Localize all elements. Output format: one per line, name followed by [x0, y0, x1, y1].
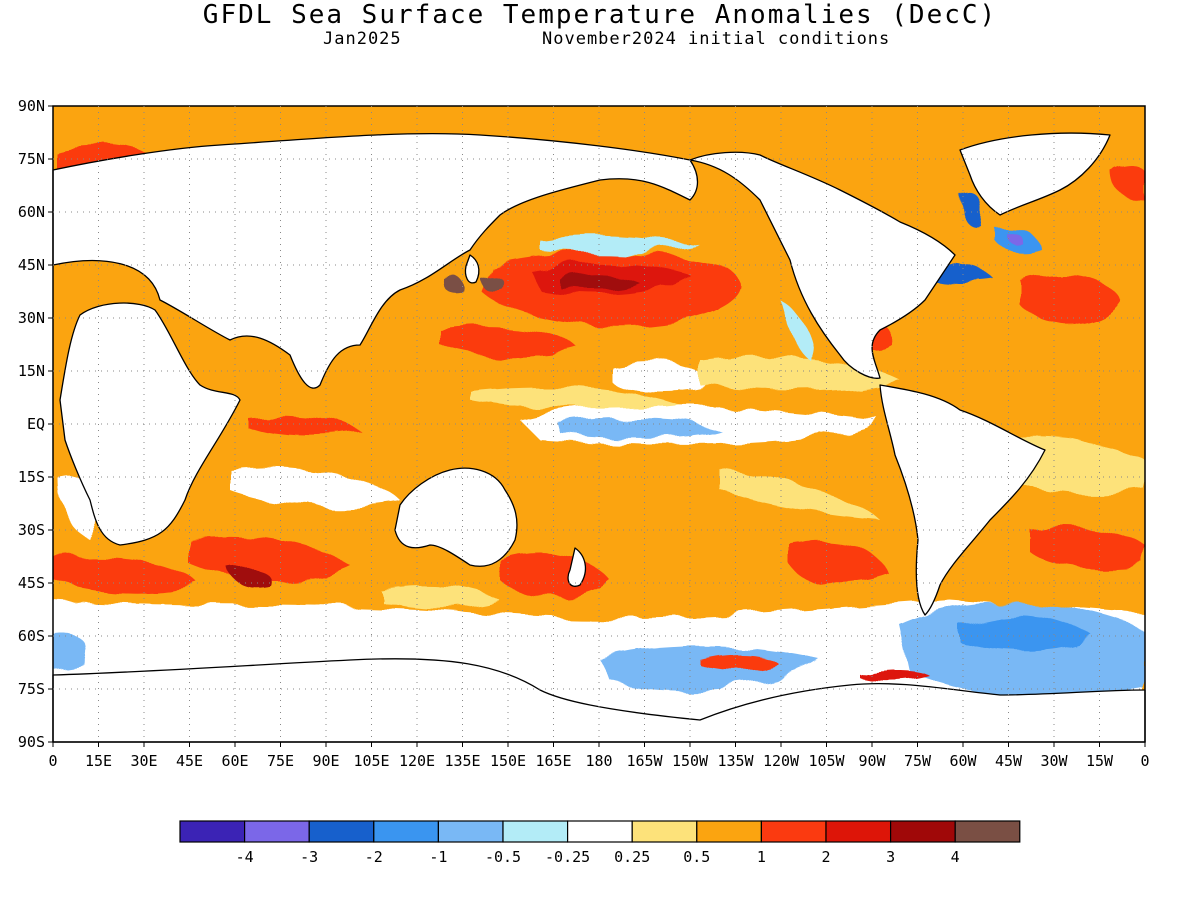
graticule	[53, 106, 1145, 742]
lon-tick-label: 150E	[490, 752, 526, 770]
colorbar-swatch	[760, 820, 827, 843]
lon-tick-label: 15E	[85, 752, 112, 770]
colorbar-label: -0.25	[545, 848, 590, 866]
lat-tick-label: 60S	[18, 627, 45, 645]
lat-tick-label: 30S	[18, 521, 45, 539]
lat-tick-label: 90S	[18, 733, 45, 751]
colorbar-swatch	[373, 820, 439, 843]
colorbar-label: -1	[429, 848, 447, 866]
lat-tick-label: 15N	[18, 362, 45, 380]
colorbar-swatch	[244, 820, 310, 843]
colorbar-swatch	[696, 820, 762, 843]
lat-tick-label: 75N	[18, 150, 45, 168]
colorbar-legend: -4 -3 -2 -1 -0.5 -0.25 0.25 0.5 1 2 3 4	[179, 820, 1021, 866]
colorbar-swatch	[566, 820, 633, 843]
lat-tick-label: 30N	[18, 309, 45, 327]
latitude-axis: 90N 75N 60N 45N 30N 15N EQ 15S 30S 45S 60S 75S 90S	[18, 97, 53, 751]
lat-tick-label: 15S	[18, 468, 45, 486]
colorbar-swatch	[889, 820, 956, 843]
colorbar-label: 2	[821, 848, 830, 866]
lon-tick-label: 60W	[949, 752, 977, 770]
lon-tick-label: 0	[1140, 752, 1149, 770]
lon-tick-label: 30W	[1040, 752, 1068, 770]
lat-tick-label: 60N	[18, 203, 45, 221]
lon-tick-label: 0	[48, 752, 57, 770]
colorbar-label: 4	[951, 848, 960, 866]
lon-tick-label: 90W	[858, 752, 886, 770]
valid-month-label: Jan2025	[323, 29, 402, 49]
lon-tick-label: 120E	[399, 752, 435, 770]
colorbar-label: 0.25	[614, 848, 650, 866]
colorbar-label: -3	[300, 848, 318, 866]
colorbar-swatch	[502, 820, 569, 843]
lon-tick-label: 165W	[626, 752, 663, 770]
lon-tick-label: 135W	[717, 752, 754, 770]
lon-tick-label: 45W	[995, 752, 1023, 770]
lon-tick-label: 150W	[672, 752, 709, 770]
colorbar-swatch	[179, 820, 246, 843]
lat-tick-label: 75S	[18, 680, 45, 698]
lon-tick-label: 135E	[444, 752, 480, 770]
lon-tick-label: 90E	[312, 752, 339, 770]
lon-tick-label: 120W	[763, 752, 800, 770]
init-conditions-label: November2024 initial conditions	[542, 29, 891, 49]
colorbar-label: 0.5	[683, 848, 710, 866]
colorbar-swatch	[437, 820, 504, 843]
map-title: GFDL Sea Surface Temperature Anomalies (…	[202, 0, 998, 30]
colorbar-label: 3	[886, 848, 895, 866]
colorbar-label: -2	[365, 848, 383, 866]
colorbar-label: -0.5	[485, 848, 521, 866]
colorbar-swatch	[631, 820, 698, 843]
lon-tick-label: 105E	[353, 752, 389, 770]
lat-tick-label: 45N	[18, 256, 45, 274]
lat-tick-label: 45S	[18, 574, 45, 592]
colorbar-label: 1	[757, 848, 766, 866]
colorbar-swatch	[825, 820, 892, 843]
lon-tick-label: 180	[585, 752, 612, 770]
lon-tick-label: 60E	[221, 752, 248, 770]
colorbar-swatch	[954, 820, 1021, 843]
lat-tick-label: EQ	[27, 415, 45, 433]
lon-tick-label: 165E	[535, 752, 571, 770]
lat-tick-label: 90N	[18, 97, 45, 115]
lon-tick-label: 105W	[808, 752, 845, 770]
lon-tick-label: 15W	[1086, 752, 1114, 770]
lon-tick-label: 45E	[176, 752, 203, 770]
colorbar-label: -4	[236, 848, 254, 866]
longitude-axis: 0 15E 30E 45E 60E 75E 90E 105E 120E 135E 150E 165E 1…	[48, 742, 1150, 770]
lon-tick-label: 75W	[904, 752, 932, 770]
colorbar-swatch	[308, 820, 375, 843]
lon-tick-label: 30E	[130, 752, 157, 770]
lon-tick-label: 75E	[267, 752, 294, 770]
